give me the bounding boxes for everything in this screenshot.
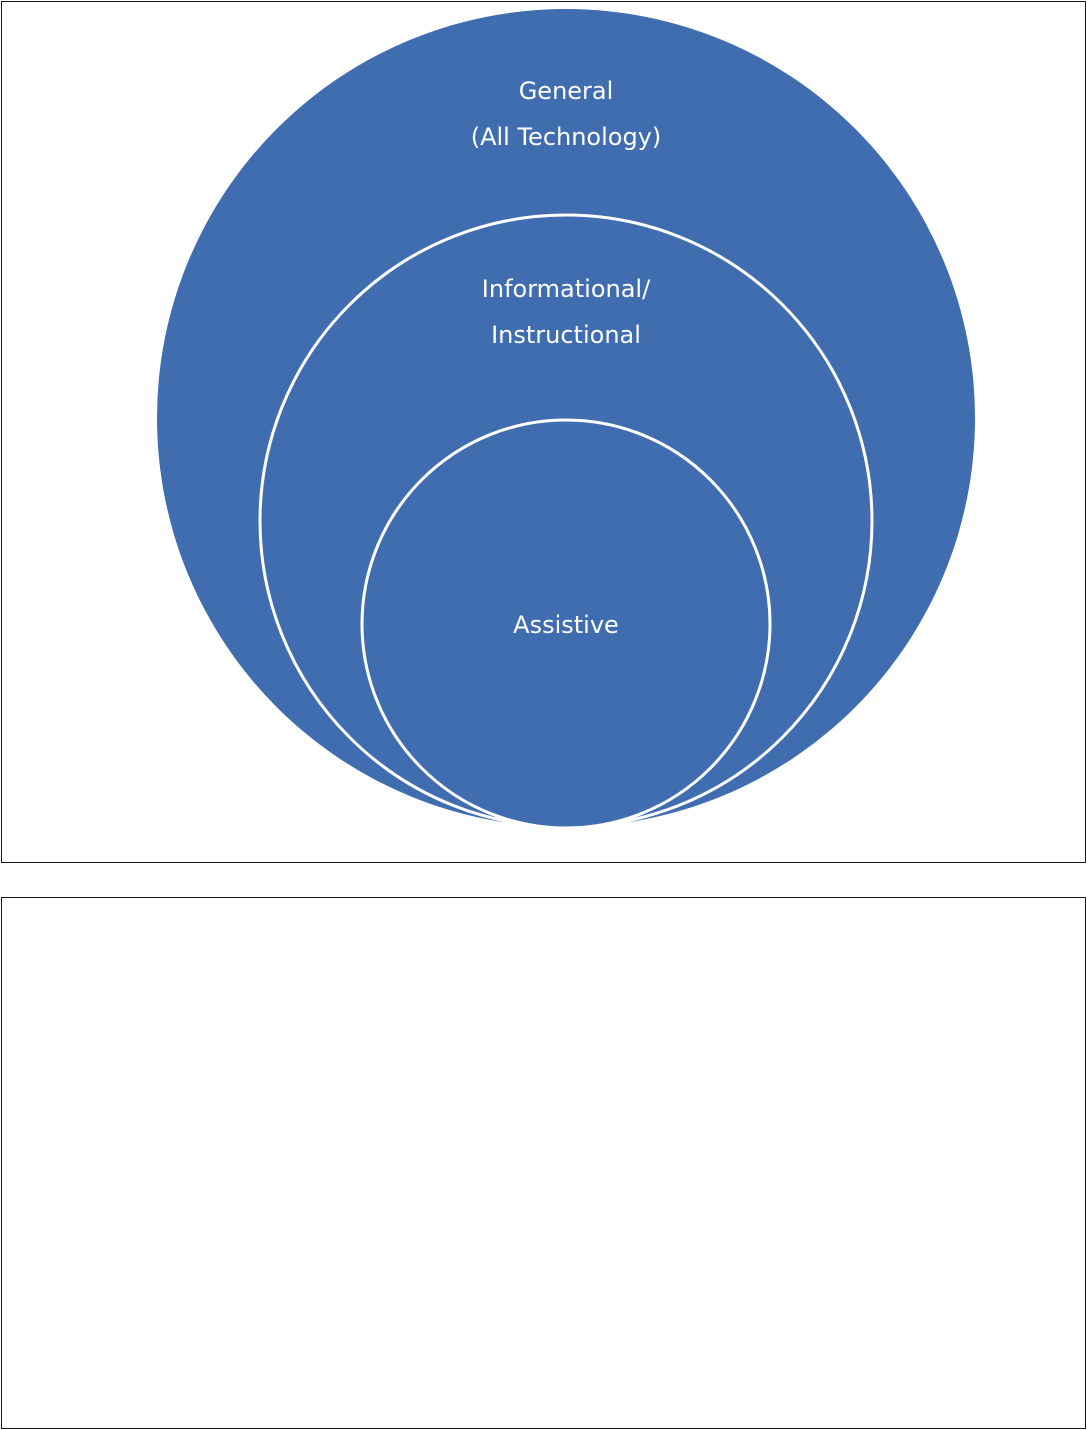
blank-slide-panel (1, 897, 1086, 1429)
label-informational-line-2: Instructional (491, 321, 641, 349)
label-general-line-2: (All Technology) (471, 123, 662, 151)
label-general-line-1: General (519, 77, 614, 105)
label-informational-line-1: Informational/ (482, 275, 651, 303)
label-assistive: Assistive (513, 611, 619, 639)
circle-assistive (360, 418, 772, 830)
